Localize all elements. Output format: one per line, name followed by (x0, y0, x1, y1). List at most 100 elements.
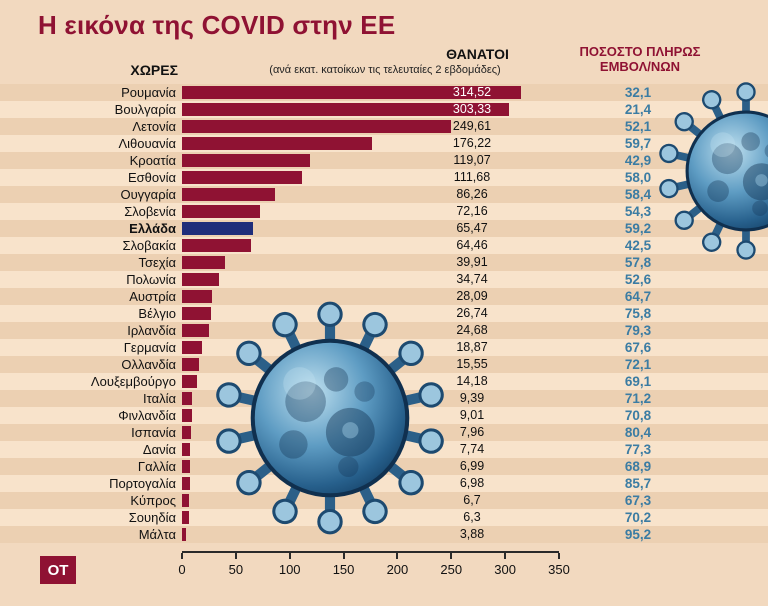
deaths-bar (182, 137, 372, 150)
deaths-bar (182, 511, 189, 524)
deaths-value: 28,09 (456, 289, 488, 303)
deaths-value: 39,91 (456, 255, 488, 269)
deaths-bar (182, 477, 190, 490)
vaccinated-column-header: ΠΟΣΟΣΤΟ ΠΛΗΡΩΣ ΕΜΒΟΛ/ΝΩΝ (565, 44, 715, 74)
deaths-value: 6,7 (463, 493, 481, 507)
deaths-bar (182, 205, 260, 218)
axis-tick (558, 553, 560, 559)
deaths-bar (182, 307, 211, 320)
table-row: Λιθουανία 176,22 59,7 (0, 135, 768, 152)
deaths-bar (182, 494, 190, 507)
vaccinated-value: 21,4 (624, 102, 652, 117)
deaths-value: 34,74 (456, 272, 488, 286)
table-row: Αυστρία 28,09 64,7 (0, 288, 768, 305)
deaths-bar (182, 222, 253, 235)
axis-tick-label: 100 (278, 562, 301, 577)
vaccinated-value: 58,0 (624, 170, 652, 185)
vaccinated-value: 71,2 (624, 391, 652, 406)
axis-tick (450, 553, 453, 559)
deaths-value: 303,33 (452, 102, 492, 116)
deaths-value: 14,18 (456, 374, 488, 388)
table-row: Κροατία 119,07 42,9 (0, 152, 768, 169)
vaccinated-value: 69,1 (624, 374, 652, 389)
vaccinated-value: 52,1 (624, 119, 652, 134)
deaths-bar (182, 443, 191, 456)
table-row: Πορτογαλία 6,98 85,7 (0, 475, 768, 492)
country-label: Λουξεμβούργο (90, 374, 176, 389)
axis-tick-label: 350 (548, 562, 570, 577)
table-row: Μάλτα 3,88 95,2 (0, 526, 768, 543)
deaths-column-header: ΘΑΝΑΤΟΙ (446, 46, 509, 62)
vaccinated-value: 57,8 (624, 255, 652, 270)
axis-tick-label: 300 (494, 562, 516, 577)
country-label: Ελλάδα (129, 221, 176, 236)
country-label: Βουλγαρία (114, 102, 176, 117)
deaths-value: 119,07 (453, 153, 491, 167)
vaccinated-value: 80,4 (624, 425, 652, 440)
country-label: Γαλλία (137, 459, 176, 474)
country-label: Σουηδία (128, 510, 176, 525)
country-label: Πορτογαλία (109, 476, 176, 491)
deaths-bar (182, 341, 203, 354)
table-row: Εσθονία 111,68 58,0 (0, 169, 768, 186)
deaths-value: 15,55 (456, 357, 488, 371)
vaccinated-value: 64,7 (624, 289, 652, 304)
deaths-value: 18,87 (456, 340, 488, 354)
deaths-bar (182, 375, 198, 388)
deaths-bar (182, 392, 193, 405)
deaths-bar (182, 528, 187, 541)
deaths-value: 24,68 (456, 323, 488, 337)
deaths-value: 176,22 (452, 136, 492, 150)
vaccinated-value: 70,8 (624, 408, 652, 423)
deaths-value: 314,52 (452, 85, 492, 99)
deaths-value: 65,47 (456, 221, 488, 235)
vaccinated-value: 59,7 (624, 136, 652, 151)
deaths-bar (182, 273, 220, 286)
country-label: Ρουμανία (121, 85, 176, 100)
vaccinated-value: 79,3 (624, 323, 652, 338)
deaths-bar (182, 324, 209, 337)
deaths-value: 86,26 (456, 187, 488, 201)
deaths-value: 6,98 (459, 476, 485, 490)
axis-tick (234, 553, 237, 559)
country-label: Αυστρία (129, 289, 176, 304)
deaths-bar (182, 409, 192, 422)
table-row: Ρουμανία 314,52 32,1 (0, 84, 768, 101)
ot-logo: OT (40, 556, 76, 584)
table-row: Ελλάδα 65,47 59,2 (0, 220, 768, 237)
vaccinated-value: 59,2 (624, 221, 652, 236)
deaths-value: 111,68 (453, 170, 491, 184)
deaths-value: 7,96 (459, 425, 485, 439)
vaccinated-value: 95,2 (624, 527, 652, 542)
table-row: Σλοβενία 72,16 54,3 (0, 203, 768, 220)
country-label: Κροατία (129, 153, 176, 168)
vaccinated-value: 67,3 (624, 493, 652, 508)
vaccinated-value: 42,9 (624, 153, 652, 168)
vaccinated-value: 75,8 (624, 306, 652, 321)
deaths-value: 9,01 (459, 408, 485, 422)
country-label: Δανία (142, 442, 176, 457)
coronavirus-image-large (208, 296, 452, 540)
axis-tick-label: 200 (386, 562, 409, 577)
deaths-bar (182, 154, 311, 167)
vaccinated-value: 42,5 (624, 238, 652, 253)
deaths-value: 26,74 (456, 306, 488, 320)
country-label: Βέλγιο (138, 306, 176, 321)
axis-tick-label: 0 (178, 562, 186, 577)
deaths-bar (182, 239, 252, 252)
table-row: Βέλγιο 26,74 75,8 (0, 305, 768, 322)
deaths-value: 249,61 (452, 119, 492, 133)
vaccinated-header-line2: ΕΜΒΟΛ/ΝΩΝ (599, 59, 681, 74)
deaths-bar (182, 460, 190, 473)
deaths-value: 72,16 (456, 204, 488, 218)
axis-tick-label: 150 (332, 562, 355, 577)
country-label: Ολλανδία (121, 357, 176, 372)
deaths-bar (182, 120, 451, 133)
table-row: Τσεχία 39,91 57,8 (0, 254, 768, 271)
bar-chart: Ρουμανία 314,52 32,1 Βουλγαρία 303,33 21… (0, 84, 768, 543)
vaccinated-value: 70,2 (624, 510, 652, 525)
deaths-bar (182, 103, 509, 116)
country-label: Λιθουανία (118, 136, 176, 151)
vaccinated-value: 54,3 (624, 204, 652, 219)
